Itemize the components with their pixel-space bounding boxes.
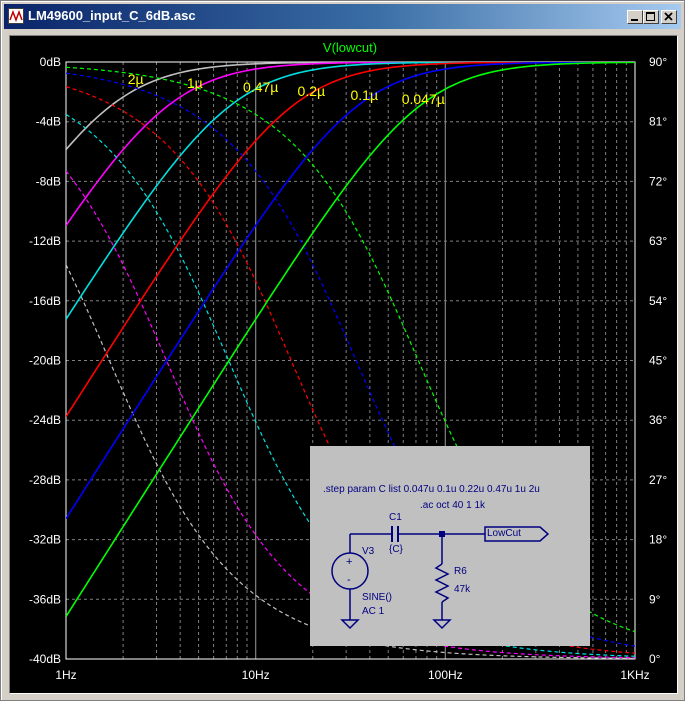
capacitance-annotation: 0.047µ xyxy=(402,91,445,107)
y-right-tick-label: 18° xyxy=(649,533,667,547)
y-right-tick-label: 81° xyxy=(649,115,667,129)
minimize-icon xyxy=(631,19,638,21)
capacitor-name[interactable]: C1 xyxy=(389,512,402,523)
schematic-drawing: + - xyxy=(331,526,550,630)
y-right-tick-label: 45° xyxy=(649,354,667,368)
plus-sign: + xyxy=(346,556,352,568)
x-tick-label: 1Hz xyxy=(55,668,76,682)
y-left-tick-label: -12dB xyxy=(29,234,61,248)
capacitance-annotation: 0.1µ xyxy=(351,87,379,103)
minimize-button[interactable] xyxy=(627,10,643,24)
magnitude-trace-0.047µ[interactable] xyxy=(66,62,635,617)
magnitude-trace-0.2µ[interactable] xyxy=(66,62,635,418)
y-right-tick-label: 36° xyxy=(649,413,667,427)
schematic-overlay: + - .step param C list 0.047u 0.1u 0.22u… xyxy=(310,446,590,646)
y-right-tick-label: 27° xyxy=(649,473,667,487)
y-right-tick-label: 63° xyxy=(649,234,667,248)
y-left-tick-label: -32dB xyxy=(29,533,61,547)
y-right-tick-label: 0° xyxy=(649,652,661,666)
y-left-tick-label: -24dB xyxy=(29,413,61,427)
close-button[interactable] xyxy=(661,10,677,24)
phase-trace-2µ[interactable] xyxy=(66,264,635,659)
y-left-tick-label: -20dB xyxy=(29,354,61,368)
y-right-tick-label: 9° xyxy=(649,592,661,606)
magnitude-trace-0.1µ[interactable] xyxy=(66,62,635,520)
ground-symbol xyxy=(340,619,360,630)
y-left-tick-label: -40dB xyxy=(29,652,61,666)
x-tick-label: 10Hz xyxy=(242,668,270,682)
source-name[interactable]: V3 xyxy=(362,546,375,557)
capacitance-annotation: 0.47µ xyxy=(243,79,278,95)
resistor-value[interactable]: 47k xyxy=(454,584,471,595)
ground-symbol xyxy=(432,619,452,630)
net-label[interactable]: LowCut xyxy=(487,528,521,539)
capacitance-annotation: 0.2µ xyxy=(298,83,326,99)
resistor-name[interactable]: R6 xyxy=(454,566,467,577)
title-bar[interactable]: LM49600_input_C_6dB.asc xyxy=(4,4,681,29)
window-title: LM49600_input_C_6dB.asc xyxy=(28,8,196,23)
y-left-tick-label: -8dB xyxy=(36,174,61,188)
x-tick-label: 1KHz xyxy=(620,668,649,682)
maximize-icon xyxy=(646,12,655,21)
y-right-tick-label: 90° xyxy=(649,55,667,69)
source-function[interactable]: SINE() xyxy=(362,592,392,603)
step-directive[interactable]: .step param C list 0.047u 0.1u 0.22u 0.4… xyxy=(323,484,540,495)
y-left-tick-label: 0dB xyxy=(40,55,61,69)
x-tick-label: 100Hz xyxy=(428,668,463,682)
ac-directive[interactable]: .ac oct 40 1 1k xyxy=(420,500,486,511)
waveform-plot[interactable]: 0dB -4dB -8dB -12dB -16dB -20dB -24dB -28dB -32d… xyxy=(9,35,678,694)
y-left-tick-label: -36dB xyxy=(29,592,61,606)
y-left-tick-label: -4dB xyxy=(36,115,61,129)
y-right-tick-label: 72° xyxy=(649,174,667,188)
net-label-shape xyxy=(484,526,550,542)
y-left-tick-label: -16dB xyxy=(29,294,61,308)
capacitance-annotation: 1µ xyxy=(187,75,203,91)
capacitance-annotation: 2µ xyxy=(128,71,144,87)
close-icon xyxy=(664,12,673,21)
ltspice-schematic-icon xyxy=(8,8,24,24)
capacitor-value[interactable]: {C} xyxy=(389,544,403,555)
trace-title[interactable]: V(lowcut) xyxy=(323,40,377,55)
source-ac-value[interactable]: AC 1 xyxy=(362,606,385,617)
resistor xyxy=(434,563,450,603)
minus-sign: - xyxy=(347,574,351,586)
y-left-tick-label: -28dB xyxy=(29,473,61,487)
maximize-button[interactable] xyxy=(643,10,659,24)
y-right-tick-label: 54° xyxy=(649,294,667,308)
